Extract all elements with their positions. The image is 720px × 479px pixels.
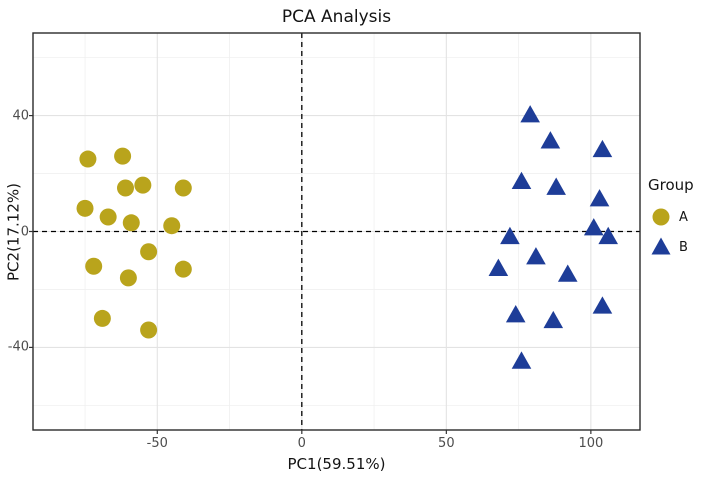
data-point-group-b [557, 264, 578, 282]
data-point-group-b [500, 226, 520, 245]
data-point-group-a [114, 147, 132, 165]
data-point-group-a [163, 217, 181, 235]
y-tick-label: 0 [20, 224, 29, 239]
data-point-group-a [116, 179, 134, 197]
data-point-group-b [598, 226, 619, 245]
data-point-group-a [99, 208, 117, 226]
data-point-group-b [511, 351, 532, 369]
data-point-group-a [174, 260, 192, 278]
x-axis-title: PC1(59.51%) [287, 455, 386, 473]
data-point-group-b [546, 177, 566, 195]
legend: Group A B [648, 176, 694, 262]
x-tick-label: 0 [297, 436, 306, 451]
data-point-group-a [134, 176, 152, 194]
data-point-group-b [592, 296, 613, 314]
y-tick-label: -40 [7, 339, 29, 355]
data-point-group-a [119, 269, 137, 287]
x-tick-label: 50 [438, 436, 455, 451]
data-point-group-b [583, 218, 604, 236]
data-point-group-a [85, 257, 103, 275]
data-point-group-b [592, 139, 613, 158]
data-point-group-a [140, 243, 158, 261]
data-point-group-b [543, 310, 564, 329]
data-point-group-b [488, 258, 509, 276]
data-point-group-b [540, 131, 561, 149]
group-b-triangle-icon [651, 237, 671, 255]
data-point-group-a [76, 199, 94, 217]
data-point-group-b [589, 189, 610, 207]
data-point-group-b [520, 105, 540, 123]
data-point-group-a [79, 150, 97, 168]
chart-title: PCA Analysis [281, 7, 392, 27]
legend-item-group-a: A [648, 202, 694, 232]
legend-item-group-b: B [648, 232, 694, 262]
data-point-group-b [526, 247, 546, 265]
group-a-circle-icon [652, 208, 670, 226]
data-point-group-b [511, 171, 532, 190]
data-point-group-a [140, 321, 158, 339]
legend-item-a-label: A [679, 209, 688, 225]
data-point-group-b [505, 305, 526, 323]
y-tick-label: 40 [12, 108, 29, 124]
x-tick-label: 100 [578, 436, 604, 451]
x-tick-label: -50 [146, 436, 168, 451]
legend-title: Group [648, 176, 694, 194]
data-point-group-a [122, 214, 140, 232]
data-point-group-a [93, 309, 111, 327]
data-point-group-a [174, 179, 192, 197]
legend-item-b-label: B [679, 239, 688, 255]
